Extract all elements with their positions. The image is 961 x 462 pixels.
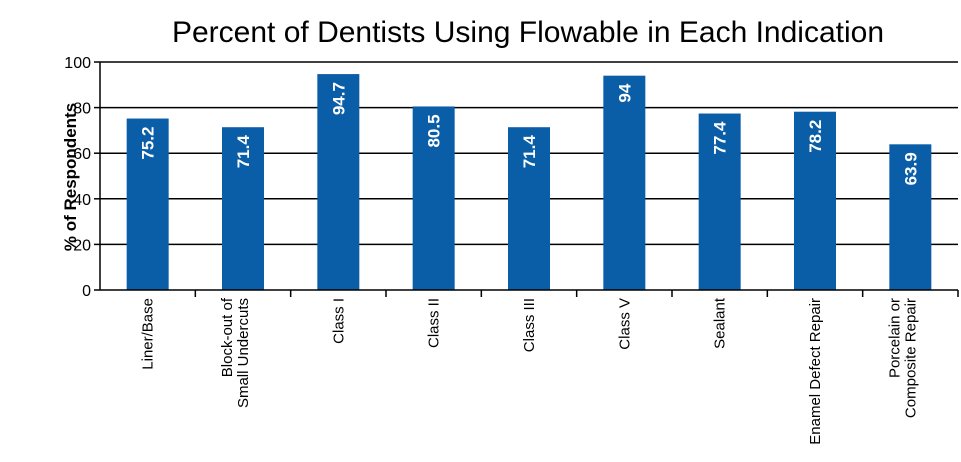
data-label: 94.7 xyxy=(329,82,348,115)
y-tick-label: 80 xyxy=(73,101,91,118)
x-tick-label: Sealant xyxy=(712,297,729,349)
data-label: 63.9 xyxy=(901,152,920,185)
bars: 75.2 71.4 94.7 80.5 71.4 94 77.4 78.2 63.9 xyxy=(126,74,932,291)
y-tick-label: 40 xyxy=(73,192,91,209)
bar xyxy=(412,106,455,291)
x-tick-label: Enamel Defect Repair xyxy=(807,298,824,445)
x-tick-label: Class I xyxy=(330,298,347,344)
bar xyxy=(508,127,550,290)
x-tick-label: Composite Repair xyxy=(902,298,919,418)
data-label: 77.4 xyxy=(711,121,730,155)
bar xyxy=(603,75,646,291)
y-tick-label: 0 xyxy=(82,283,91,300)
data-label: 75.2 xyxy=(139,127,158,160)
x-tick-label: Class V xyxy=(616,298,633,350)
data-label: 94 xyxy=(615,83,634,102)
data-label: 71.4 xyxy=(234,135,253,169)
bar xyxy=(317,74,360,290)
bar xyxy=(698,113,741,290)
bar xyxy=(222,127,264,290)
y-axis-label: % of Respondents xyxy=(61,103,80,251)
data-label: 71.4 xyxy=(520,135,539,169)
bar xyxy=(889,144,932,290)
x-tick-label: Class III xyxy=(521,298,538,352)
y-axis-ticks: 0 20 40 60 80 100 xyxy=(64,55,100,300)
x-tick-label: Small Undercuts xyxy=(235,298,252,408)
bar xyxy=(794,111,836,290)
y-tick-label: 20 xyxy=(73,237,91,254)
data-label: 80.5 xyxy=(425,114,444,147)
x-tick-label: Liner/Base xyxy=(140,298,157,370)
x-axis-ticks: Liner/Base Block-out of Small Undercuts Cla… xyxy=(140,290,959,445)
y-tick-label: 100 xyxy=(64,55,91,72)
x-tick-label: Porcelain or xyxy=(886,298,903,378)
y-tick-label: 60 xyxy=(73,146,91,163)
data-label: 78.2 xyxy=(806,120,825,153)
x-tick-label: Block-out of xyxy=(219,297,236,377)
x-tick-label: Class II xyxy=(426,298,443,348)
chart-title: Percent of Dentists Using Flowable in Ea… xyxy=(172,16,884,49)
bar xyxy=(126,118,169,290)
